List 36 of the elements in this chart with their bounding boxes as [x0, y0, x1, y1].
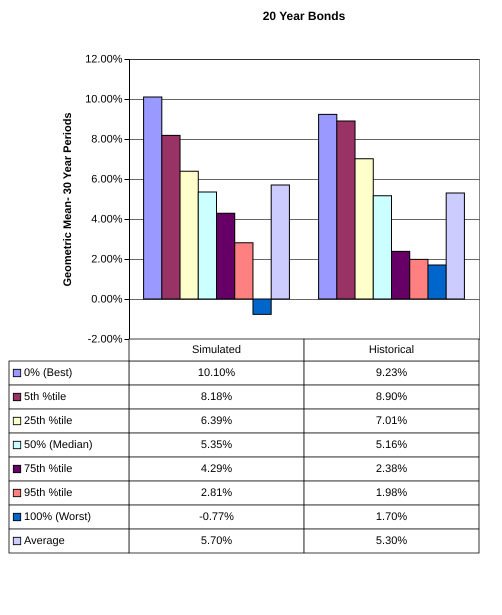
- data-label: 8.90%: [376, 391, 408, 403]
- legend-label: 75th %tile: [24, 463, 72, 475]
- data-label: 4.29%: [200, 463, 232, 475]
- data-label: 1.70%: [376, 511, 408, 523]
- y-tick-label: -2.00%: [88, 334, 123, 346]
- y-tick-label: 6.00%: [91, 174, 123, 186]
- x-tick-label: Historical: [368, 344, 414, 356]
- data-label: 7.01%: [376, 415, 408, 427]
- y-tick-label: 0.00%: [91, 294, 123, 306]
- data-label: 2.38%: [376, 463, 408, 475]
- data-label: 1.98%: [376, 487, 408, 499]
- data-label: 5.35%: [200, 439, 232, 451]
- y-axis-title: Geometric Mean- 30 Year Periods: [62, 112, 74, 287]
- legend-label: 100% (Worst): [24, 511, 92, 523]
- y-tick-label: 10.00%: [85, 94, 123, 106]
- y-tick-label: 8.00%: [91, 134, 123, 146]
- y-tick-label: 12.00%: [85, 54, 123, 66]
- x-tick-label: Simulated: [192, 344, 241, 356]
- legend-label: 5th %tile: [24, 391, 66, 403]
- data-label: 5.30%: [376, 535, 408, 547]
- legend-label: 95th %tile: [24, 487, 72, 499]
- y-tick-label: 2.00%: [91, 254, 123, 266]
- data-label: -0.77%: [199, 511, 234, 523]
- data-label: 8.18%: [200, 391, 232, 403]
- legend-label: 0% (Best): [24, 367, 72, 379]
- legend-label: 50% (Median): [24, 439, 92, 451]
- y-tick-label: 4.00%: [91, 214, 123, 226]
- data-label: 10.10%: [198, 367, 236, 379]
- chart-title: 20 Year Bonds: [262, 9, 346, 23]
- data-label: 2.81%: [200, 487, 232, 499]
- data-label: 5.70%: [200, 535, 232, 547]
- data-label: 9.23%: [376, 367, 408, 379]
- data-label: 6.39%: [200, 415, 232, 427]
- data-label: 5.16%: [376, 439, 408, 451]
- legend-label: Average: [24, 535, 65, 547]
- legend-label: 25th %tile: [24, 415, 72, 427]
